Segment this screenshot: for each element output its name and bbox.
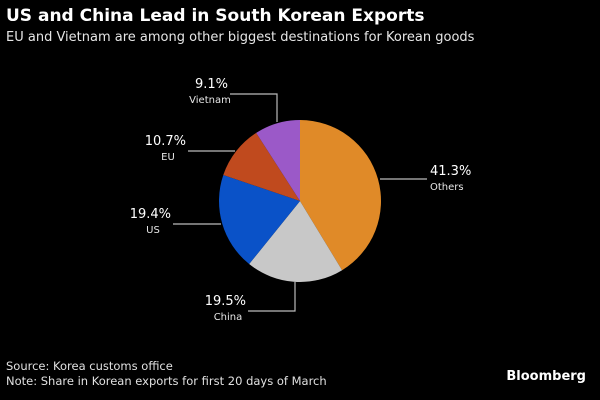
pie-slice-others <box>300 120 381 271</box>
data-label-value: 41.3% <box>430 164 471 179</box>
leader-line <box>248 282 296 312</box>
pie-slice-vietnam <box>256 120 300 201</box>
footnote: Note: Share in Korean exports for first … <box>6 374 327 388</box>
chart-subtitle: EU and Vietnam are among other biggest d… <box>6 30 475 45</box>
pie-slice-us <box>219 175 300 265</box>
data-label-category: China <box>214 312 243 323</box>
pie-slice-china <box>249 201 343 282</box>
data-label-category: EU <box>161 152 175 163</box>
leader-line <box>230 93 278 122</box>
data-label-category: Vietnam <box>189 95 231 106</box>
data-label-category: US <box>146 225 160 236</box>
data-label-value: 10.7% <box>145 134 186 149</box>
source-note: Source: Korea customs office <box>6 359 173 373</box>
data-label-value: 9.1% <box>195 77 228 92</box>
data-label-value: 19.5% <box>205 294 246 309</box>
bloomberg-logo: Bloomberg <box>506 369 586 384</box>
chart-title: US and China Lead in South Korean Export… <box>6 6 425 26</box>
data-label-category: Others <box>430 182 464 193</box>
data-label-value: 19.4% <box>130 207 171 222</box>
pie-slice-eu <box>223 132 300 201</box>
